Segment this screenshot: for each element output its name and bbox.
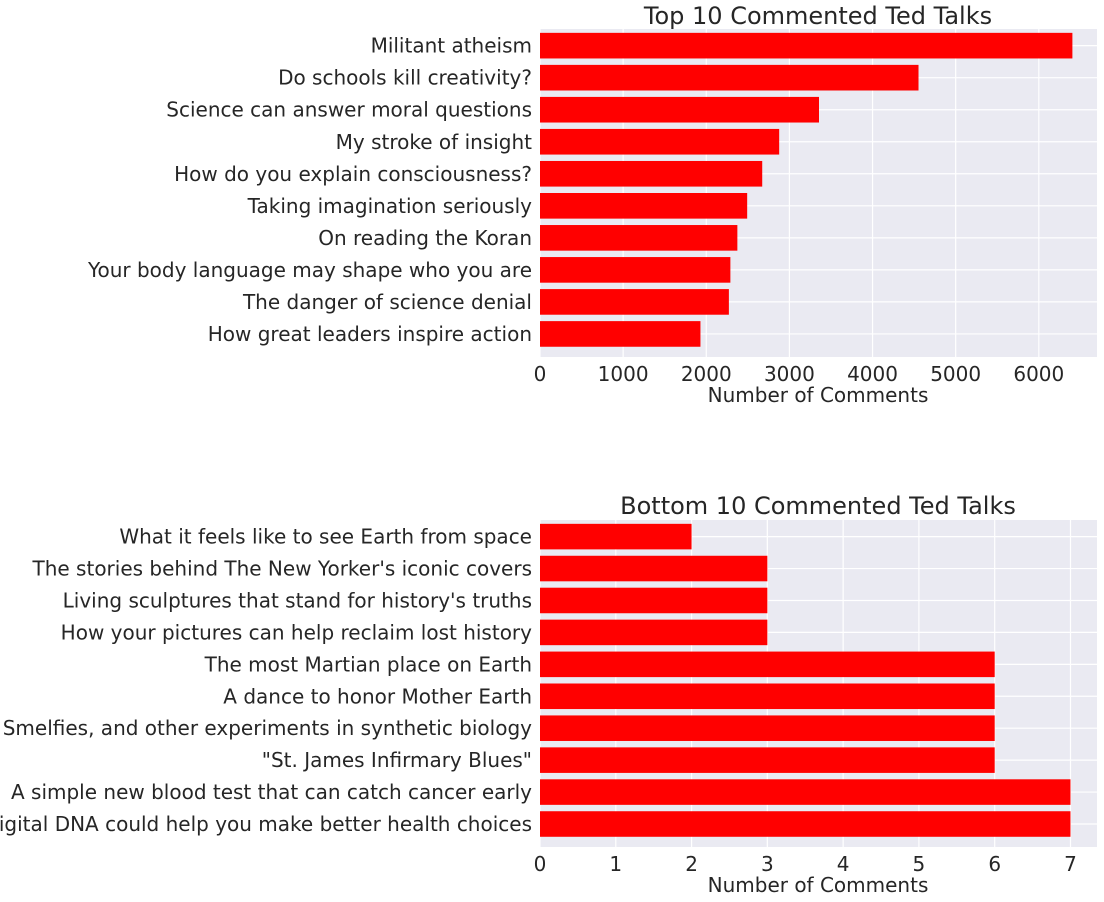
bot-bar — [540, 523, 692, 550]
bot-category-label: What it feels like to see Earth from spa… — [119, 525, 532, 549]
top-x-tick-label: 2000 — [681, 362, 732, 386]
top-x-tick-label: 3000 — [764, 362, 815, 386]
bottom-category-labels: What it feels like to see Earth from spa… — [0, 525, 532, 836]
top-chart-title: Top 10 Commented Ted Talks — [643, 2, 992, 30]
bottom-chart: What it feels like to see Earth from spa… — [0, 492, 1097, 897]
top-category-label: Taking imagination seriously — [247, 194, 533, 218]
top-category-label: Militant atheism — [371, 34, 532, 58]
top-x-tick-label: 5000 — [930, 362, 981, 386]
top-category-labels: Militant atheism Do schools kill creativi… — [87, 34, 532, 346]
bot-x-tick-label: 5 — [913, 852, 926, 876]
bot-bar — [540, 555, 768, 582]
top-x-tick-label: 1000 — [598, 362, 649, 386]
top-category-label: My stroke of insight — [336, 130, 532, 154]
top-category-label: Science can answer moral questions — [166, 98, 532, 122]
bot-category-label: How your pictures can help reclaim lost … — [61, 620, 532, 644]
top-bar — [540, 257, 731, 283]
top-x-axis-label: Number of Comments — [708, 383, 929, 407]
top-chart: Militant atheism Do schools kill creativi… — [87, 2, 1097, 407]
top-x-tick-label: 4000 — [847, 362, 898, 386]
bot-bar — [540, 779, 1071, 805]
bot-x-tick-label: 1 — [609, 852, 622, 876]
top-bars — [540, 32, 1073, 347]
bot-category-label: How digital DNA could help you make bett… — [0, 812, 532, 836]
top-bar — [540, 32, 1073, 59]
top-category-label: Do schools kill creativity? — [278, 66, 532, 90]
top-bar — [540, 289, 729, 315]
top-bar — [540, 96, 819, 123]
top-category-label: Your body language may shape who you are — [87, 258, 532, 282]
top-bar — [540, 193, 748, 219]
bot-bar — [540, 587, 768, 614]
bot-bar — [540, 683, 995, 710]
bot-category-label: Living sculptures that stand for history… — [63, 588, 532, 612]
top-bar — [540, 321, 701, 347]
bottom-chart-title: Bottom 10 Commented Ted Talks — [620, 492, 1016, 520]
top-bar — [540, 64, 919, 91]
top-x-tick-label: 6000 — [1013, 362, 1064, 386]
top-category-label: The danger of science denial — [242, 290, 532, 314]
bot-category-label: The most Martian place on Earth — [204, 652, 532, 676]
bot-x-tick-label: 3 — [761, 852, 774, 876]
top-x-tick-label: 0 — [534, 362, 547, 386]
bot-bar — [540, 811, 1071, 837]
bottom-bars — [540, 523, 1071, 837]
bot-category-label: The stories behind The New Yorker's icon… — [32, 557, 533, 581]
bot-x-tick-label: 2 — [685, 852, 698, 876]
bot-bar — [540, 619, 768, 646]
bot-x-tick-label: 4 — [837, 852, 850, 876]
bot-category-label: Smelfies, and other experiments in synth… — [3, 716, 532, 740]
top-bar — [540, 225, 738, 251]
top-bar — [540, 160, 763, 187]
bot-bar — [540, 715, 995, 741]
top-category-label: How great leaders inspire action — [208, 322, 532, 346]
bottom-tick-labels: 0 1 2 3 4 5 6 7 — [534, 852, 1077, 876]
bot-category-label: A simple new blood test that can catch c… — [11, 780, 532, 804]
bot-category-label: "St. James Infirmary Blues" — [262, 748, 532, 772]
top-bar — [540, 128, 780, 155]
bot-x-tick-label: 0 — [534, 852, 547, 876]
bot-bar — [540, 747, 995, 773]
bottom-x-axis-label: Number of Comments — [708, 873, 929, 897]
top-category-label: On reading the Koran — [318, 226, 532, 250]
bot-bar — [540, 651, 995, 678]
bot-x-tick-label: 6 — [988, 852, 1001, 876]
bot-category-label: A dance to honor Mother Earth — [223, 684, 532, 708]
top-category-label: How do you explain consciousness? — [174, 162, 532, 186]
bot-x-tick-label: 7 — [1064, 852, 1077, 876]
top-tick-labels: 0 1000 2000 3000 4000 5000 6000 — [534, 362, 1065, 386]
